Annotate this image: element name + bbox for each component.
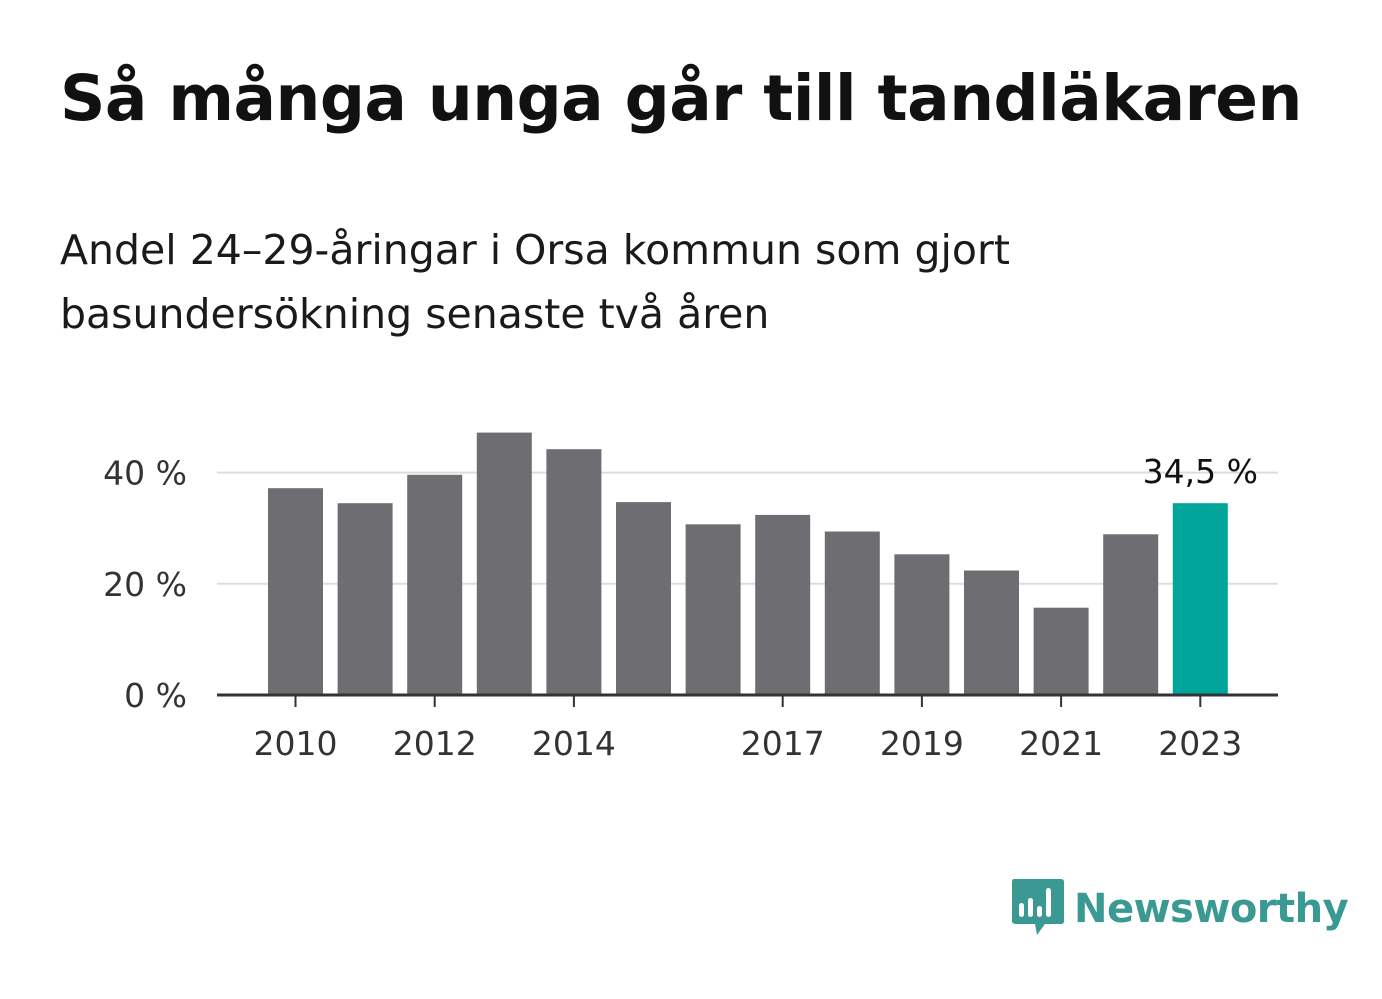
- bar-2022: [1103, 534, 1159, 695]
- x-tick-label: 2017: [741, 724, 825, 763]
- x-tick-label: 2012: [393, 724, 477, 763]
- bar-2019: [894, 554, 950, 695]
- y-tick-label: 40 %: [103, 454, 187, 493]
- gridlines: [217, 471, 1278, 585]
- bar-2023: [1172, 503, 1228, 695]
- y-tick-label: 0 %: [124, 676, 187, 715]
- bar-2021: [1033, 607, 1089, 695]
- y-tick-label: 20 %: [103, 565, 187, 604]
- x-tick-label: 2014: [532, 724, 616, 763]
- axes: [217, 693, 1278, 707]
- bar-2011: [337, 503, 393, 695]
- highlight-value-label: 34,5 %: [1143, 452, 1258, 491]
- bar-2010: [268, 488, 323, 695]
- brand-name: Newsworthy: [1074, 886, 1349, 932]
- bar-2012: [407, 474, 463, 695]
- bar-2020: [964, 570, 1019, 695]
- bar-chart-speech-bubble-icon: [1010, 876, 1066, 942]
- newsworthy-logo: Newsworthy: [1010, 876, 1349, 942]
- x-tick-label: 2010: [254, 724, 338, 763]
- bar-2013: [476, 432, 532, 695]
- chart-title: Så många unga går till tandläkaren: [60, 62, 1302, 135]
- x-tick-label: 2021: [1019, 724, 1103, 763]
- bar-2016: [685, 524, 741, 695]
- bar-2018: [824, 531, 880, 695]
- labels: 0 % 20 % 40 % 2010 2012 2014 2017 2019 2021 2023 3…: [103, 452, 1258, 763]
- bar-2017: [755, 514, 811, 695]
- bars: [268, 432, 1228, 695]
- bar-2015: [616, 502, 671, 695]
- x-tick-label: 2019: [880, 724, 964, 763]
- chart-subtitle: Andel 24–29-åringar i Orsa kommun som gj…: [60, 226, 1010, 338]
- bar-2014: [546, 449, 602, 695]
- x-tick-label: 2023: [1158, 724, 1242, 763]
